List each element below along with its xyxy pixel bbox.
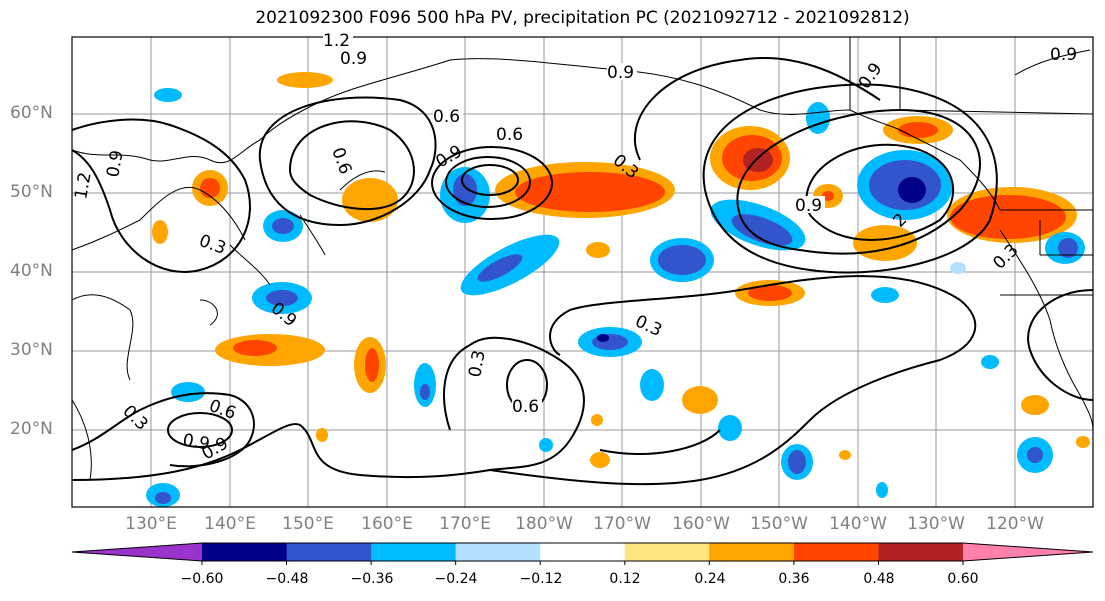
contour-label: 0.9 bbox=[607, 63, 634, 83]
precipitation-shading bbox=[146, 72, 1090, 507]
lon-label: 160°W bbox=[672, 514, 730, 534]
contour-label: 0.6 bbox=[327, 145, 355, 177]
lat-label: 20°N bbox=[10, 419, 53, 439]
contour-label: 0.9 bbox=[181, 430, 211, 454]
colorbar-tick-label: −0.36 bbox=[350, 571, 394, 587]
colorbar-swatch bbox=[455, 543, 541, 561]
lon-label: 140°W bbox=[829, 514, 887, 534]
colorbar-swatch bbox=[793, 543, 879, 561]
colorbar-tick-label: 0.48 bbox=[863, 571, 895, 587]
colorbar-swatch bbox=[878, 543, 964, 561]
contour-label: 0.3 bbox=[196, 231, 228, 259]
lon-label: 150°E bbox=[282, 514, 334, 534]
lat-label: 60°N bbox=[10, 103, 53, 123]
lat-label: 50°N bbox=[10, 182, 53, 202]
contour-label: 1.2 bbox=[71, 171, 95, 201]
lon-label: 180°W bbox=[515, 514, 573, 534]
lon-label: 130°W bbox=[907, 514, 965, 534]
lon-label: 120°W bbox=[986, 514, 1044, 534]
lon-label: 150°W bbox=[750, 514, 808, 534]
colorbar-tick-label: −0.60 bbox=[180, 571, 224, 587]
contour-label-layer: 1.2 0.9 0.9 0.6 0.6 0.9 0.6 0.3 0.3 0.9 … bbox=[71, 31, 1077, 464]
colorbar-extend-left bbox=[72, 543, 202, 561]
colorbar-tick-label: 0.36 bbox=[778, 571, 810, 587]
colorbar-tick-label: −0.12 bbox=[519, 571, 563, 587]
coastlines bbox=[71, 37, 1094, 481]
lat-label: 30°N bbox=[10, 340, 53, 360]
contour-label: 0.9 bbox=[340, 49, 367, 69]
lat-label: 40°N bbox=[10, 261, 53, 281]
colorbar-swatch bbox=[624, 543, 710, 561]
colorbar-extend-right bbox=[963, 543, 1093, 561]
contour-label: 0.9 bbox=[103, 149, 127, 179]
map-frame bbox=[71, 36, 1094, 508]
colorbar bbox=[71, 542, 1094, 565]
colorbar-tick-label: 0.60 bbox=[947, 571, 979, 587]
colorbar-swatch bbox=[371, 543, 457, 561]
contour-label: 0.3 bbox=[465, 349, 489, 379]
pv-contours bbox=[71, 57, 1094, 486]
colorbar-swatch bbox=[709, 543, 795, 561]
contour-label: 0.3 bbox=[989, 240, 1022, 273]
colorbar-tick-label: −0.48 bbox=[265, 571, 309, 587]
colorbar-tick-label: 0.24 bbox=[694, 571, 726, 587]
contour-label: 0.9 bbox=[1050, 45, 1077, 65]
map-title: 2021092300 F096 500 hPa PV, precipitatio… bbox=[255, 8, 910, 28]
contour-label: 0.9 bbox=[795, 196, 822, 216]
contour-label: 1.2 bbox=[323, 31, 350, 51]
colorbar-tick-label: −0.24 bbox=[434, 571, 478, 587]
contour-label: 0.6 bbox=[433, 107, 460, 127]
contour-label: 0.6 bbox=[206, 396, 238, 424]
lon-label: 130°E bbox=[125, 514, 177, 534]
colorbar-swatch bbox=[202, 543, 288, 561]
contour-label: 0.6 bbox=[512, 397, 539, 417]
lon-label: 170°W bbox=[593, 514, 651, 534]
colorbar-tick-label: 0.12 bbox=[609, 571, 641, 587]
graticule bbox=[72, 37, 1093, 507]
lon-label: 170°E bbox=[439, 514, 491, 534]
lon-label: 140°E bbox=[204, 514, 256, 534]
contour-label: 0.6 bbox=[496, 125, 523, 145]
colorbar-swatch bbox=[286, 543, 372, 561]
lon-label: 160°E bbox=[361, 514, 413, 534]
colorbar-swatch bbox=[540, 543, 626, 561]
